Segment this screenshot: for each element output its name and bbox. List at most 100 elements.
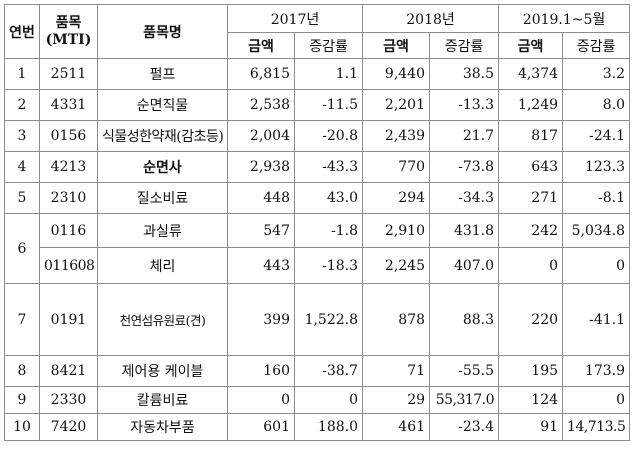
cell-seq: 10 <box>4 413 40 441</box>
cell-name: 천연섬유원료(견) <box>97 283 228 356</box>
header-amount-2019: 금액 <box>498 32 564 59</box>
cell-name: 체리 <box>97 247 228 284</box>
header-change-2018: 증감률 <box>429 32 500 59</box>
cell-amount-2018: 2,439 <box>362 120 431 152</box>
table-row: 1 2511 펄프 6,815 1.1 9,440 38.5 4,374 3.2 <box>4 58 631 90</box>
table-row: 7 0191 천연섬유원료(견) 399 1,522.8 878 88.3 22… <box>4 283 631 356</box>
cell-amount-2019: 124 <box>498 386 564 414</box>
cell-change-2018: -23.4 <box>429 413 500 441</box>
cell-change-2018: 21.7 <box>429 120 500 152</box>
cell-amount-2019: 0 <box>498 247 564 284</box>
header-2017: 2017년 <box>226 4 364 33</box>
cell-name: 제어용 케이블 <box>97 355 228 387</box>
header-amount-2018: 금액 <box>362 32 431 59</box>
cell-amount-2018: 770 <box>362 151 431 183</box>
cell-name: 식물성한약재(감초등) <box>97 120 228 152</box>
cell-change-2017: -43.3 <box>293 151 364 183</box>
table-row: 3 0156 식물성한약재(감초등) 2,004 -20.8 2,439 21.… <box>4 120 631 152</box>
cell-seq: 5 <box>4 182 40 214</box>
cell-amount-2019: 271 <box>498 182 564 214</box>
cell-seq: 7 <box>4 283 40 356</box>
cell-change-2018: 38.5 <box>429 58 500 90</box>
cell-change-2018: 431.8 <box>429 213 500 248</box>
cell-name: 순면직물 <box>97 89 228 121</box>
header-2018: 2018년 <box>362 4 500 33</box>
cell-seq: 6 <box>4 213 40 284</box>
cell-amount-2017: 443 <box>227 247 295 284</box>
cell-name: 자동차부품 <box>97 413 228 441</box>
cell-amount-2017: 601 <box>227 413 295 441</box>
cell-code: 0116 <box>39 213 98 248</box>
header-change-2017: 증감률 <box>293 32 364 59</box>
cell-seq: 1 <box>4 58 40 90</box>
cell-change-2019: -41.1 <box>562 283 631 356</box>
cell-amount-2017: 448 <box>227 182 295 214</box>
cell-amount-2017: 6,815 <box>227 58 295 90</box>
cell-code: 2330 <box>39 386 98 414</box>
cell-change-2017: 0 <box>293 386 364 414</box>
cell-amount-2019: 4,374 <box>498 58 564 90</box>
cell-change-2017: -1.8 <box>293 213 364 248</box>
cell-change-2019: 3.2 <box>562 58 631 90</box>
cell-change-2019: 0 <box>562 247 631 284</box>
cell-amount-2018: 2,910 <box>362 213 431 248</box>
table-row: 10 7420 자동차부품 601 188.0 461 -23.4 91 14,… <box>4 413 631 441</box>
cell-amount-2018: 2,245 <box>362 247 431 284</box>
cell-change-2017: 43.0 <box>293 182 364 214</box>
header-seq: 연번 <box>4 4 40 59</box>
cell-name: 순면사 <box>97 151 228 183</box>
cell-seq: 9 <box>4 386 40 414</box>
cell-code: 2310 <box>39 182 98 214</box>
cell-amount-2017: 399 <box>227 283 295 356</box>
cell-amount-2019: 1,249 <box>498 89 564 121</box>
cell-name: 펄프 <box>97 58 228 90</box>
header-name: 품목명 <box>97 4 228 59</box>
cell-amount-2019: 242 <box>498 213 564 248</box>
table-row: 4 4213 순면사 2,938 -43.3 770 -73.8 643 123… <box>4 151 631 183</box>
cell-change-2017: -38.7 <box>293 355 364 387</box>
cell-amount-2018: 71 <box>362 355 431 387</box>
cell-name: 칼륨비료 <box>97 386 228 414</box>
cell-change-2018: -34.3 <box>429 182 500 214</box>
cell-change-2019: 8.0 <box>562 89 631 121</box>
cell-code: 7420 <box>39 413 98 441</box>
cell-change-2019: 173.9 <box>562 355 631 387</box>
cell-change-2018: -73.8 <box>429 151 500 183</box>
cell-amount-2018: 461 <box>362 413 431 441</box>
cell-code: 0191 <box>39 283 98 356</box>
header-2019: 2019.1~5월 <box>498 4 631 33</box>
cell-code: 8421 <box>39 355 98 387</box>
table-row: 8 8421 제어용 케이블 160 -38.7 71 -55.5 195 17… <box>4 355 631 387</box>
cell-seq: 3 <box>4 120 40 152</box>
cell-change-2019: 5,034.8 <box>562 213 631 248</box>
cell-amount-2017: 160 <box>227 355 295 387</box>
cell-change-2017: -18.3 <box>293 247 364 284</box>
cell-amount-2017: 2,004 <box>227 120 295 152</box>
header-change-2019: 증감률 <box>562 32 631 59</box>
cell-amount-2018: 29 <box>362 386 431 414</box>
cell-amount-2019: 817 <box>498 120 564 152</box>
cell-name: 질소비료 <box>97 182 228 214</box>
cell-seq: 4 <box>4 151 40 183</box>
cell-change-2017: -20.8 <box>293 120 364 152</box>
cell-amount-2018: 878 <box>362 283 431 356</box>
cell-change-2017: 1.1 <box>293 58 364 90</box>
cell-amount-2017: 547 <box>227 213 295 248</box>
cell-code: 2511 <box>39 58 98 90</box>
cell-change-2017: 1,522.8 <box>293 283 364 356</box>
cell-change-2018: 88.3 <box>429 283 500 356</box>
cell-code: 4331 <box>39 89 98 121</box>
header-amount-2017: 금액 <box>227 32 295 59</box>
trade-table: 연번 품목 (MTI) 품목명 2017년 2018년 2019.1~5월 금액… <box>4 4 631 441</box>
cell-seq: 8 <box>4 355 40 387</box>
cell-change-2019: -24.1 <box>562 120 631 152</box>
cell-code: 4213 <box>39 151 98 183</box>
table-row: 5 2310 질소비료 448 43.0 294 -34.3 271 -8.1 <box>4 182 631 214</box>
cell-amount-2019: 195 <box>498 355 564 387</box>
table-row: 6 0116 과실류 547 -1.8 2,910 431.8 242 5,03… <box>4 213 631 284</box>
cell-change-2018: -13.3 <box>429 89 500 121</box>
table-row: 9 2330 칼륨비료 0 0 29 55,317.0 124 0 <box>4 386 631 414</box>
cell-change-2018: 407.0 <box>429 247 500 284</box>
cell-amount-2019: 643 <box>498 151 564 183</box>
cell-amount-2018: 2,201 <box>362 89 431 121</box>
